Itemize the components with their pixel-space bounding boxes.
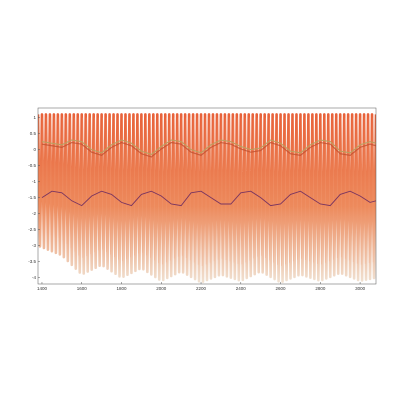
y-tick-label: -1.5 bbox=[28, 195, 36, 200]
y-tick-label: 1 bbox=[33, 115, 36, 120]
upper-line bbox=[41, 139, 376, 155]
y-tick-label: 0.5 bbox=[30, 131, 37, 136]
x-tick-label: 2200 bbox=[196, 286, 207, 291]
x-tick-label: 3000 bbox=[355, 286, 366, 291]
lower-line bbox=[41, 190, 376, 207]
x-axis: 1400 1600 1800 2000 2200 2400 2600 2800 3000 bbox=[37, 282, 366, 291]
y-tick-label: -3 bbox=[32, 243, 36, 248]
y-tick-label: -4 bbox=[32, 275, 36, 280]
x-tick-label: 1800 bbox=[116, 286, 127, 291]
x-tick-label: 2000 bbox=[156, 286, 167, 291]
band-highlights bbox=[38, 117, 374, 266]
y-tick-label: -2.5 bbox=[28, 227, 36, 232]
x-tick-label: 2800 bbox=[315, 286, 326, 291]
x-tick-label: 2600 bbox=[276, 286, 287, 291]
y-tick-label: -0.5 bbox=[28, 163, 36, 168]
x-tick-label: 1600 bbox=[77, 286, 88, 291]
y-axis: 1 0.5 0 -0.5 -1 -1.5 -2 -2.5 -3 -3.5 -4 bbox=[28, 115, 40, 280]
upper-line-shadow bbox=[41, 141, 376, 158]
plot-frame bbox=[37, 107, 377, 285]
y-tick-label: -3.5 bbox=[28, 259, 36, 264]
x-tick-label: 2400 bbox=[236, 286, 247, 291]
x-tick-label: 1400 bbox=[37, 286, 48, 291]
y-tick-label: -1 bbox=[32, 179, 36, 184]
y-tick-label: 0 bbox=[33, 147, 36, 152]
y-tick-label: -2 bbox=[32, 211, 36, 216]
oscillating-band bbox=[38, 113, 376, 283]
